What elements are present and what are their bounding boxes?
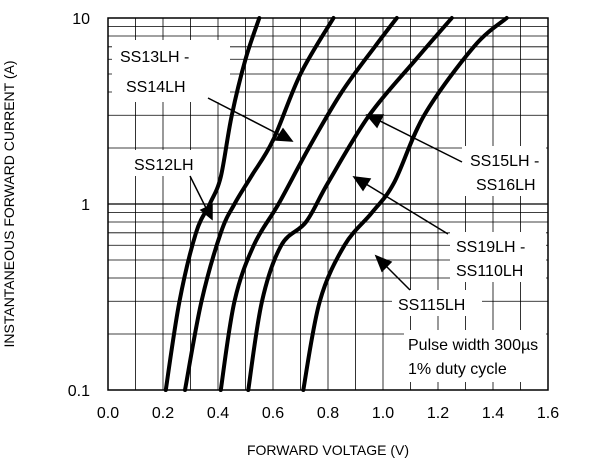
y-tick-labels: 0.1 1 10 bbox=[68, 11, 90, 400]
x-tick-label: 1.0 bbox=[372, 405, 394, 422]
ss13-label-bg bbox=[112, 40, 230, 102]
ss13-label-line2: SS14LH bbox=[126, 79, 186, 96]
ss13-arrow-line bbox=[207, 97, 281, 136]
x-tick-label: 0.0 bbox=[97, 405, 119, 422]
x-axis-label: FORWARD VOLTAGE (V) bbox=[247, 442, 409, 458]
ss15-label-line2: SS16LH bbox=[476, 177, 536, 194]
pulse-width-note: Pulse width 300µs bbox=[408, 337, 538, 354]
x-tick-label: 0.6 bbox=[262, 405, 284, 422]
curve-ss13lh-ss14lh bbox=[183, 16, 336, 392]
ss12-arrow-line bbox=[189, 175, 207, 209]
x-tick-label: 1.6 bbox=[537, 405, 559, 422]
ss15-label-bg bbox=[462, 146, 546, 196]
curve-ss15lh-ss16lh bbox=[218, 16, 399, 392]
ss19-label-line1: SS19LH - bbox=[456, 239, 525, 256]
ss13-label-line1: SS13LH - bbox=[120, 49, 189, 66]
ss19-arrow-line bbox=[365, 183, 449, 235]
ss12-label-bg bbox=[126, 150, 210, 176]
curves bbox=[163, 16, 509, 392]
x-tick-label: 0.4 bbox=[207, 405, 229, 422]
ss115-arrowhead bbox=[374, 254, 393, 273]
x-tick-label: 0.2 bbox=[152, 405, 174, 422]
x-tick-label: 0.8 bbox=[317, 405, 339, 422]
y-tick-label: 10 bbox=[72, 11, 90, 28]
ss19-arrowhead bbox=[352, 176, 372, 192]
duty-cycle-note: 1% duty cycle bbox=[408, 361, 507, 378]
ss12-arrowhead bbox=[199, 203, 213, 221]
ss12-label: SS12LH bbox=[134, 157, 194, 174]
ss115-label: SS115LH bbox=[398, 297, 465, 314]
x-tick-label: 1.4 bbox=[482, 405, 504, 422]
ss15-arrowhead bbox=[365, 114, 385, 129]
ss115-label-bg bbox=[392, 290, 482, 316]
plot-frame bbox=[107, 17, 549, 391]
x-tick-label: 1.2 bbox=[427, 405, 449, 422]
ss19-label-bg bbox=[450, 232, 546, 282]
curve-ss12lh bbox=[163, 16, 262, 392]
ss115-arrow-line bbox=[385, 265, 411, 291]
ss15-label-line1: SS15LH - bbox=[470, 153, 539, 170]
ss13-arrowhead bbox=[274, 127, 294, 142]
curve-ss115lh bbox=[301, 16, 509, 392]
x-tick-labels: 0.0 0.2 0.4 0.6 0.8 1.0 1.2 1.4 1.6 bbox=[97, 405, 559, 422]
y-tick-label: 1 bbox=[81, 197, 90, 214]
y-tick-label: 0.1 bbox=[68, 383, 90, 400]
curve-ss19lh-ss110lh bbox=[246, 16, 454, 392]
ss19-label-line2: SS110LH bbox=[456, 263, 523, 280]
ss15-arrow-line bbox=[379, 120, 463, 163]
y-axis-label: INSTANTANEOUS FORWARD CURRENT (A) bbox=[1, 60, 17, 347]
annotation-arrows bbox=[189, 97, 463, 291]
pulse-label-bg bbox=[404, 330, 546, 382]
